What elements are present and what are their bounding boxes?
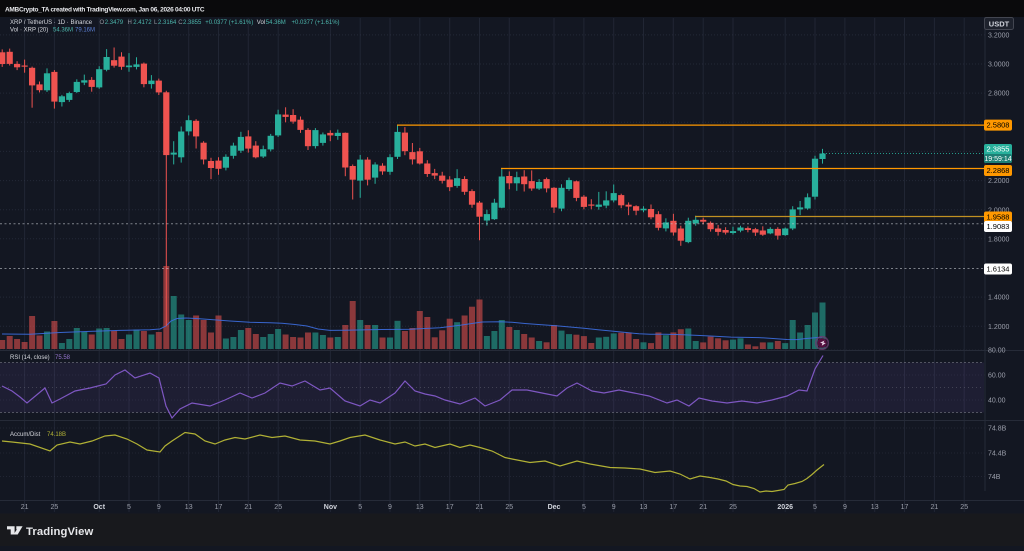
svg-text:2.3855: 2.3855 [987, 145, 1010, 154]
svg-text:17: 17 [669, 504, 677, 511]
svg-text:13: 13 [640, 504, 648, 511]
svg-text:+0.0377 (+1.61%): +0.0377 (+1.61%) [205, 20, 253, 26]
svg-text:21: 21 [476, 504, 484, 511]
svg-text:RSI (14, close): RSI (14, close) [10, 355, 50, 361]
svg-text:17: 17 [901, 504, 909, 511]
svg-text:9: 9 [157, 504, 161, 511]
svg-text:C: C [178, 20, 183, 26]
svg-text:60.00: 60.00 [988, 373, 1006, 380]
svg-text:2.5808: 2.5808 [987, 121, 1010, 130]
svg-text:21: 21 [699, 504, 707, 511]
svg-text:75.58: 75.58 [55, 355, 71, 361]
svg-text:1.9588: 1.9588 [987, 213, 1010, 222]
svg-text:21: 21 [244, 504, 252, 511]
svg-text:Dec: Dec [548, 504, 561, 511]
svg-text:40.00: 40.00 [988, 398, 1006, 405]
svg-text:5: 5 [582, 504, 586, 511]
svg-text:5: 5 [813, 504, 817, 511]
svg-text:21: 21 [931, 504, 939, 511]
svg-text:74.4B: 74.4B [988, 451, 1007, 458]
svg-text:L: L [154, 20, 158, 26]
svg-text:XRP / TetherUS · 1D · Binance: XRP / TetherUS · 1D · Binance [10, 20, 93, 26]
svg-text:Oct: Oct [93, 504, 105, 511]
svg-text:13: 13 [185, 504, 193, 511]
svg-text:17: 17 [446, 504, 454, 511]
svg-text:25: 25 [51, 504, 59, 511]
svg-text:3.2000: 3.2000 [988, 33, 1010, 40]
svg-text:9: 9 [612, 504, 616, 511]
svg-text:Vol · XRP (20): Vol · XRP (20) [10, 28, 48, 34]
svg-text:54.36M: 54.36M [266, 20, 286, 26]
svg-text:25: 25 [505, 504, 513, 511]
svg-text:25: 25 [960, 504, 968, 511]
svg-text:54.36M: 54.36M [53, 28, 73, 34]
svg-text:Nov: Nov [324, 504, 337, 511]
svg-text:2.3479: 2.3479 [105, 20, 124, 26]
svg-text:1.4000: 1.4000 [988, 295, 1010, 302]
svg-text:+0.0377 (+1.61%): +0.0377 (+1.61%) [292, 20, 340, 26]
svg-text:19:59:14: 19:59:14 [984, 156, 1011, 163]
svg-text:USDT: USDT [989, 19, 1010, 28]
svg-text:Vol: Vol [257, 20, 265, 26]
svg-text:5: 5 [127, 504, 131, 511]
svg-text:17: 17 [215, 504, 223, 511]
svg-text:2.3855: 2.3855 [183, 20, 202, 26]
svg-text:13: 13 [416, 504, 424, 511]
svg-text:9: 9 [388, 504, 392, 511]
svg-text:1.8000: 1.8000 [988, 236, 1010, 243]
svg-text:1.2000: 1.2000 [988, 324, 1010, 331]
svg-text:2.4172: 2.4172 [133, 20, 152, 26]
svg-text:Accum/Dist: Accum/Dist [10, 432, 41, 438]
svg-text:21: 21 [21, 504, 29, 511]
svg-text:25: 25 [274, 504, 282, 511]
svg-text:O: O [100, 20, 105, 26]
svg-text:9: 9 [843, 504, 847, 511]
svg-text:TradingView: TradingView [26, 526, 94, 538]
svg-text:AMBCrypto_TA created with Trad: AMBCrypto_TA created with TradingView.co… [5, 7, 205, 14]
svg-text:2.3164: 2.3164 [158, 20, 177, 26]
svg-text:3.0000: 3.0000 [988, 62, 1010, 69]
svg-text:H: H [128, 20, 132, 26]
svg-text:1.9083: 1.9083 [987, 222, 1010, 231]
svg-text:2026: 2026 [777, 504, 793, 511]
svg-text:2.0000: 2.0000 [988, 207, 1010, 214]
svg-text:2.2868: 2.2868 [987, 166, 1010, 175]
svg-text:13: 13 [871, 504, 879, 511]
svg-text:74.18B: 74.18B [47, 432, 66, 438]
svg-text:1.6134: 1.6134 [987, 265, 1010, 274]
svg-text:74B: 74B [988, 474, 1001, 481]
svg-text:79.16M: 79.16M [75, 28, 95, 34]
svg-text:80.00: 80.00 [988, 348, 1006, 355]
svg-text:2.2000: 2.2000 [988, 178, 1010, 185]
svg-text:5: 5 [358, 504, 362, 511]
svg-text:74.8B: 74.8B [988, 426, 1007, 433]
svg-text:2.8000: 2.8000 [988, 91, 1010, 98]
svg-text:25: 25 [729, 504, 737, 511]
